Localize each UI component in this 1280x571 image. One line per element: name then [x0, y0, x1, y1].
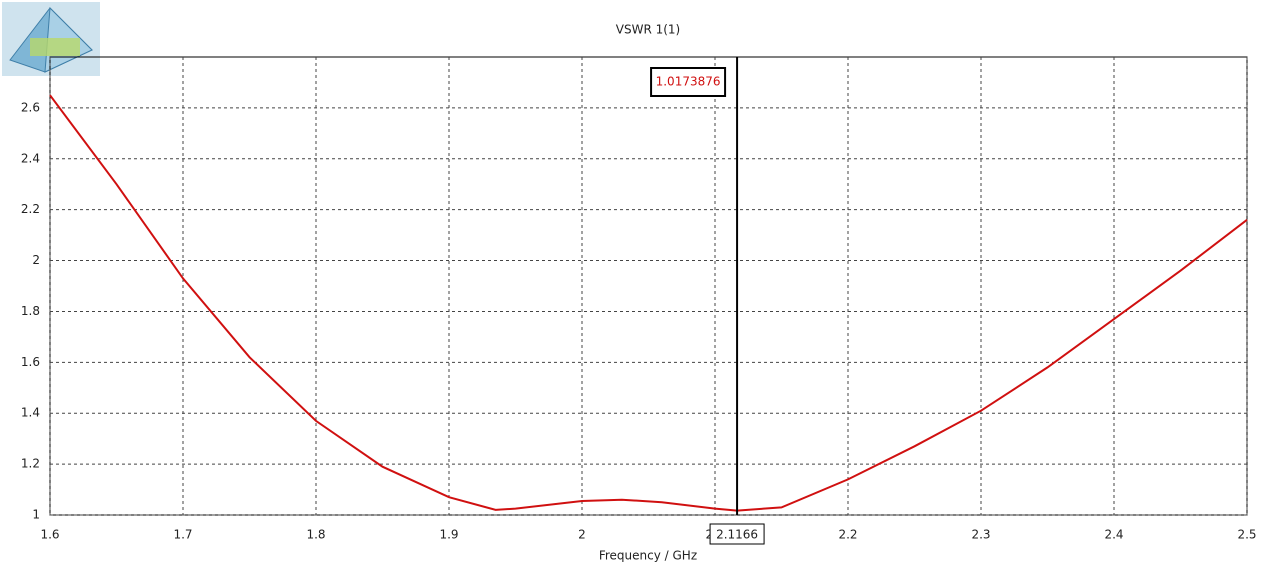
y-tick-label: 2.2: [21, 202, 40, 216]
marker-value-label: 1.0173876: [656, 75, 721, 89]
marker-x-box: [709, 523, 765, 545]
marker-x-label: 2.1166: [716, 528, 758, 542]
y-tick-label: 1.4: [21, 406, 40, 420]
y-tick-label: 2: [32, 253, 40, 267]
chart-title: VSWR 1(1): [616, 23, 680, 37]
plot-frame: [49, 56, 1248, 516]
x-axis-label: Frequency / GHz: [599, 549, 697, 563]
x-tick-label: 2.3: [971, 528, 990, 542]
x-tick-label: 2: [578, 528, 586, 542]
y-tick-label: 1.2: [21, 457, 40, 471]
x-tick-label: 1.6: [40, 528, 59, 542]
x-tick-label: 1.9: [439, 528, 458, 542]
y-tick-label: 2.6: [21, 100, 40, 114]
y-tick-label: 1.8: [21, 304, 40, 318]
x-tick-label: 2.4: [1104, 528, 1123, 542]
y-tick-label: 1.6: [21, 355, 40, 369]
x-tick-label: 2.2: [838, 528, 857, 542]
y-tick-label: 2.4: [21, 151, 40, 165]
marker-value-box: [650, 67, 727, 97]
x-tick-label: 2.5: [1237, 528, 1256, 542]
y-tick-label: 1: [32, 508, 40, 522]
x-tick-label: 1.7: [173, 528, 192, 542]
vswr-line: [49, 94, 1248, 512]
logo: [2, 2, 100, 76]
x-tick-label: 1.8: [306, 528, 325, 542]
